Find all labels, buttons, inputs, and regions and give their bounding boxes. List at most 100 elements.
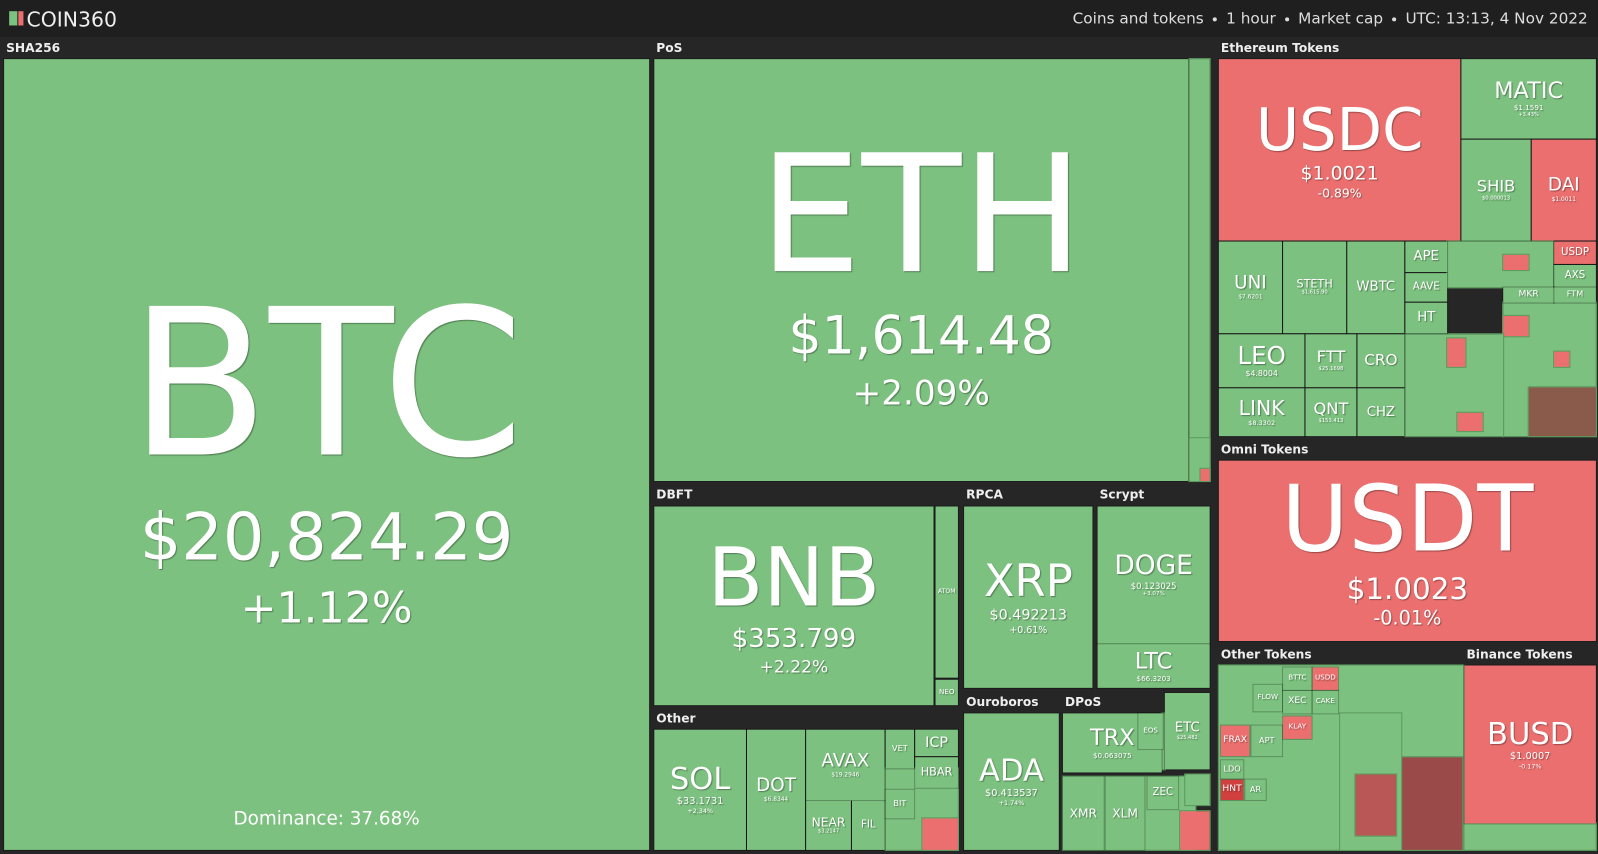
separator	[1212, 16, 1217, 21]
coin-tile[interactable]: ATOM	[934, 505, 959, 679]
coin-tile[interactable]: BNB $353.799 +2.22%	[653, 505, 935, 707]
coin-tile[interactable]: STETH $1,615.90	[1282, 240, 1348, 335]
coin-tile[interactable]: CRO	[1356, 333, 1406, 389]
coin-tile[interactable]: AXS	[1553, 263, 1597, 289]
coin-tile[interactable]: USDD	[1311, 666, 1340, 691]
coin-tile[interactable]: FIL	[850, 799, 886, 851]
coin-tile[interactable]: LTC $66.3203	[1096, 643, 1211, 689]
coin-tile[interactable]: AAVE	[1404, 272, 1449, 303]
coin-symbol: VET	[891, 743, 908, 753]
coin-tile[interactable]: USDP	[1553, 240, 1597, 265]
coin-tile[interactable]: BTTC	[1282, 666, 1313, 691]
coin-symbol: CAKE	[1315, 697, 1335, 706]
coin-symbol: BNB	[707, 530, 881, 626]
group-label[interactable]: DPoS	[1064, 695, 1102, 710]
coin-tile[interactable]: SOL $33.1731 +2.34%	[653, 728, 748, 851]
coin-tile[interactable]: APE	[1404, 240, 1449, 274]
coin-tile[interactable]: XMR	[1061, 775, 1105, 851]
coin-tile[interactable]: EOS	[1137, 712, 1164, 751]
coin-price: $0.000013	[1481, 195, 1511, 202]
coin-symbol: DAI	[1547, 174, 1580, 197]
coin-price: $0.063075	[1092, 750, 1132, 760]
coin-tile[interactable]: SHIB $0.000013	[1460, 138, 1532, 242]
group-label[interactable]: Ouroboros	[966, 695, 1039, 710]
coin-tile[interactable]: CHZ	[1356, 387, 1406, 438]
coin-tile[interactable]: NEAR $3.2147	[805, 799, 852, 851]
coin-price: $353.799	[731, 623, 857, 655]
coin-tile[interactable]: BUSD $1.0007 -0.17%	[1463, 664, 1597, 825]
coin-tile[interactable]: ETC $25.482	[1163, 691, 1211, 771]
coin-tile[interactable]: KLAY	[1282, 715, 1313, 740]
filler-tile	[1463, 822, 1597, 851]
info-item[interactable]: Market cap	[1298, 9, 1384, 28]
coin-tile[interactable]: LDO	[1219, 759, 1245, 780]
info-item[interactable]: 1 hour	[1226, 9, 1276, 28]
coin-tile[interactable]: XLM	[1104, 775, 1146, 851]
coin-symbol: BTC	[129, 266, 524, 504]
coin-tile[interactable]: WBTC	[1346, 240, 1406, 335]
coin-tile[interactable]: DOGE $0.123025 +3.07%	[1096, 505, 1211, 646]
group-label[interactable]: RPCA	[966, 487, 1003, 502]
coin-tile[interactable]: NEO	[934, 678, 959, 707]
coin-symbol: LINK	[1238, 395, 1285, 420]
coin-symbol: XEC	[1288, 696, 1307, 707]
filler-tile	[1446, 337, 1467, 368]
coin-tile[interactable]: LEO $4.8004	[1217, 333, 1306, 389]
coin-tile[interactable]: CAKE	[1311, 689, 1340, 715]
coin-tile[interactable]: USDT $1.0023 -0.01%	[1217, 459, 1597, 643]
coin-tile[interactable]: VET	[884, 728, 916, 770]
group-label[interactable]: PoS	[656, 40, 683, 56]
group-label[interactable]: Ethereum Tokens	[1220, 40, 1340, 56]
info-item[interactable]: Coins and tokens	[1072, 9, 1204, 28]
coin-tile[interactable]: DAI $1.0011	[1530, 138, 1597, 242]
coin-tile[interactable]: HT	[1404, 301, 1449, 335]
coin-price: $0.123025	[1130, 580, 1177, 591]
coin-tile[interactable]: FLOW	[1252, 683, 1284, 713]
coin-symbol: FTM	[1566, 289, 1584, 299]
coin-tile[interactable]: ZEC	[1146, 775, 1180, 811]
coin-tile[interactable]: FRAX	[1219, 724, 1251, 758]
coin-tile[interactable]: HNT	[1219, 778, 1245, 802]
coin-tile[interactable]: FTT $25.1698	[1304, 333, 1358, 389]
filler-tile	[1502, 253, 1530, 272]
coin-change: +2.09%	[852, 372, 990, 413]
logo[interactable]: COIN360	[26, 7, 117, 32]
coin-tile[interactable]: FTM	[1553, 286, 1597, 304]
logo-icon	[18, 11, 24, 26]
coin-tile[interactable]: QNT $153.413	[1304, 387, 1358, 438]
coin-symbol: BUSD	[1487, 716, 1574, 752]
coin-tile[interactable]: APT	[1250, 724, 1284, 758]
header-info: Coins and tokens 1 hour Market cap UTC: 13:…	[1073, 9, 1588, 27]
group-label[interactable]: Other	[656, 711, 696, 726]
coin-tile[interactable]: BTC $20,824.29 +1.12%	[3, 58, 651, 851]
filler-tile	[1199, 467, 1211, 483]
group-label[interactable]: Binance Tokens	[1466, 647, 1573, 662]
coin-tile[interactable]: DOT $6.8344	[745, 728, 807, 851]
coin-tile[interactable]: ICP	[914, 728, 959, 758]
coin-tile[interactable]: LINK $8.3302	[1217, 387, 1306, 438]
coin-tile[interactable]: AR	[1244, 778, 1267, 802]
group-label[interactable]: SHA256	[6, 40, 61, 56]
coin-symbol: UNI	[1234, 272, 1267, 294]
coin-tile[interactable]: BIT	[884, 788, 916, 820]
info-item[interactable]: UTC: 13:13, 4 Nov 2022	[1405, 9, 1588, 28]
group-label[interactable]: Scrypt	[1099, 487, 1145, 502]
coin-tile[interactable]: MATIC $1.1591 +3.43%	[1460, 58, 1597, 140]
coin-tile[interactable]: UNI $7.6201	[1217, 240, 1284, 335]
coin-symbol: HNT	[1222, 783, 1242, 795]
coin-tile[interactable]: HBAR	[914, 756, 959, 789]
filler-tile	[1354, 773, 1398, 837]
coin-tile[interactable]: AVAX $19.2946	[805, 728, 886, 803]
coin-tile[interactable]: XEC	[1282, 689, 1313, 715]
coin-tile[interactable]: XRP $0.492213 +0.61%	[963, 505, 1094, 689]
group-label[interactable]: Other Tokens	[1220, 647, 1312, 662]
coin-symbol: WBTC	[1356, 279, 1396, 295]
group-label[interactable]: DBFT	[656, 487, 693, 502]
group-label[interactable]: Omni Tokens	[1220, 442, 1309, 457]
coin-symbol: APE	[1413, 248, 1439, 265]
coin-symbol: FIL	[860, 819, 876, 831]
coin-tile[interactable]: ADA $0.413537 +1.74%	[963, 712, 1060, 851]
coin-tile[interactable]: MKR	[1502, 286, 1556, 304]
coin-tile[interactable]: ETH $1,614.48 +2.09%	[653, 58, 1190, 483]
coin-tile[interactable]: USDC $1.0021 -0.89%	[1217, 58, 1462, 242]
